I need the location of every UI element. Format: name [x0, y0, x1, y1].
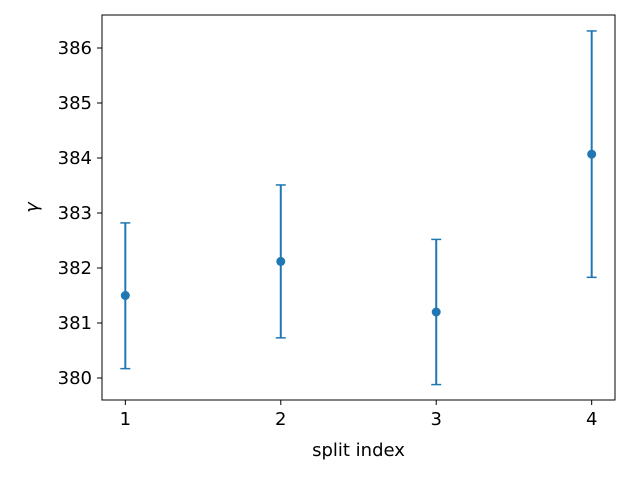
- x-axis-label: split index: [312, 440, 405, 461]
- y-tick-label: 386: [58, 38, 92, 59]
- x-tick-label: 1: [120, 409, 131, 430]
- data-point: [120, 291, 130, 300]
- x-axis-ticks: 1 2 3 4: [120, 400, 597, 430]
- x-tick-label: 3: [431, 409, 442, 430]
- y-tick-label: 385: [58, 93, 92, 114]
- y-tick-label: 384: [58, 148, 92, 169]
- y-tick-label: 383: [58, 203, 92, 224]
- x-tick-label: 4: [586, 409, 597, 430]
- data-point: [587, 149, 597, 159]
- data-point: [431, 307, 441, 317]
- data-point: [276, 256, 286, 266]
- plot-area-frame: [101, 14, 616, 401]
- chart-marks: [120, 30, 597, 386]
- y-axis-label: γ: [22, 201, 43, 213]
- y-axis-ticks: 380 381 382 383 384 385 386: [58, 38, 102, 389]
- y-tick-label: 382: [58, 258, 92, 279]
- y-tick-label: 381: [58, 313, 92, 334]
- y-tick-label: 380: [58, 368, 92, 389]
- x-tick-label: 2: [275, 409, 286, 430]
